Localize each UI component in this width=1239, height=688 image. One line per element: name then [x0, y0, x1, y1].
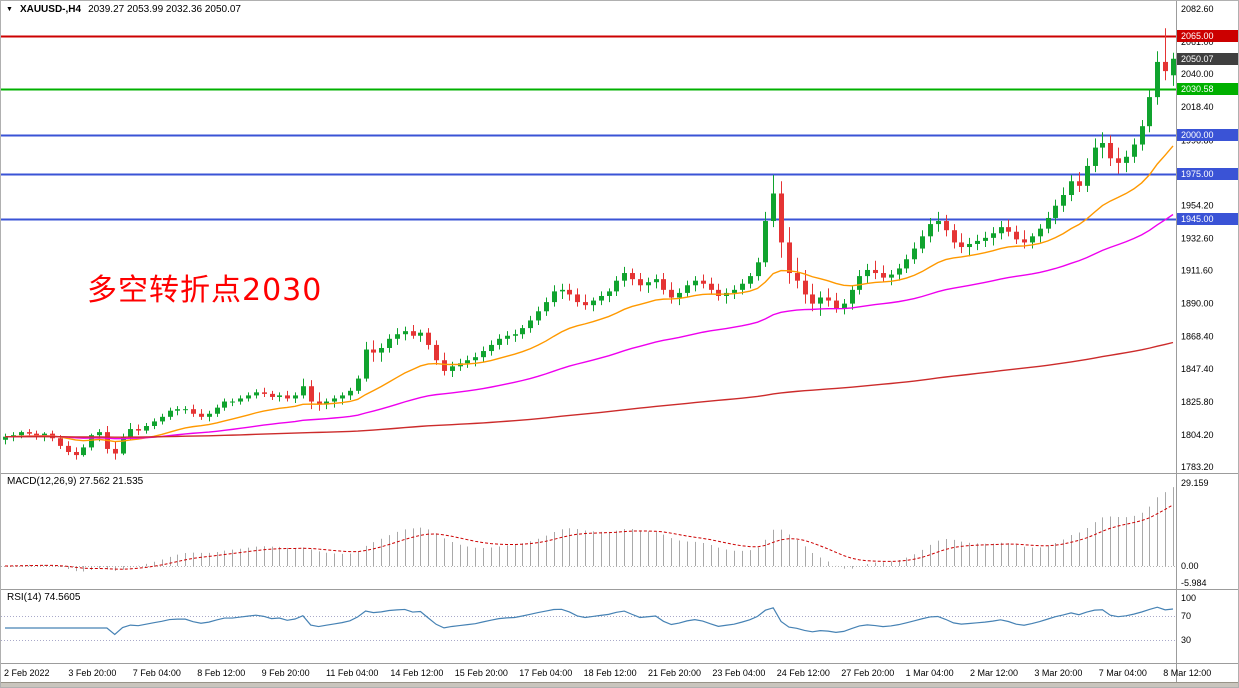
horizontal-scrollbar[interactable]: [1, 682, 1238, 687]
chart-text-annotation[interactable]: 多空转折点2030: [87, 273, 323, 308]
